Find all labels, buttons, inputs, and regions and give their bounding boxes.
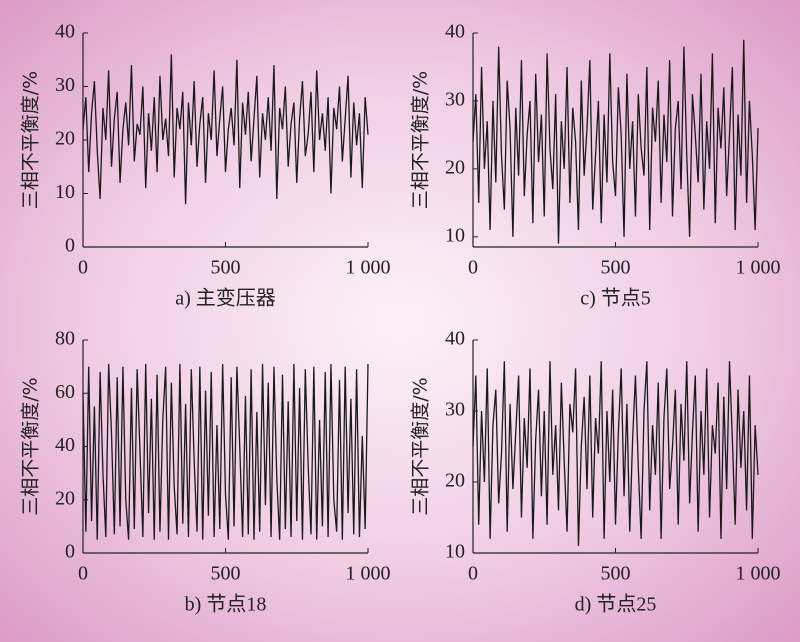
- x-tick-label: 500: [211, 563, 241, 585]
- x-tick-label: 0: [468, 257, 478, 279]
- x-tick-label: 500: [601, 563, 631, 585]
- y-axis-label: 三相不平衡度/%: [20, 71, 42, 209]
- y-tick-label: 40: [445, 21, 465, 43]
- y-tick-label: 10: [55, 181, 75, 203]
- y-tick-label: 20: [445, 156, 465, 178]
- x-tick-label: 1 000: [736, 563, 781, 585]
- panel-caption: a) 主变压器: [175, 287, 276, 310]
- y-tick-label: 80: [55, 328, 75, 350]
- data-line: [472, 361, 759, 546]
- y-tick-label: 20: [445, 470, 465, 492]
- x-tick-label: 500: [601, 257, 631, 279]
- y-tick-label: 0: [65, 235, 75, 257]
- y-tick-label: 20: [55, 487, 75, 509]
- panel-caption: c) 节点5: [580, 287, 651, 310]
- y-tick-label: 10: [445, 541, 465, 563]
- y-tick-label: 40: [55, 434, 75, 456]
- y-tick-label: 40: [445, 328, 465, 350]
- y-tick-label: 40: [55, 21, 75, 43]
- x-tick-label: 0: [78, 563, 88, 585]
- x-tick-label: 1 000: [346, 563, 391, 585]
- y-axis-label: 三相不平衡度/%: [410, 377, 432, 515]
- x-tick-label: 1 000: [346, 257, 391, 279]
- data-line: [472, 39, 759, 244]
- y-tick-label: 60: [55, 381, 75, 403]
- y-axis-label: 三相不平衡度/%: [410, 71, 432, 209]
- x-tick-label: 0: [468, 563, 478, 585]
- x-tick-label: 0: [78, 257, 88, 279]
- y-tick-label: 20: [55, 128, 75, 150]
- y-tick-label: 0: [65, 541, 75, 563]
- y-tick-label: 10: [445, 224, 465, 246]
- y-tick-label: 30: [55, 74, 75, 96]
- x-tick-label: 1 000: [736, 257, 781, 279]
- y-tick-label: 30: [445, 399, 465, 421]
- data-line: [82, 54, 369, 205]
- x-tick-label: 500: [211, 257, 241, 279]
- panel-caption: b) 节点18: [185, 593, 267, 616]
- data-line: [82, 363, 369, 540]
- y-tick-label: 30: [445, 89, 465, 111]
- y-axis-label: 三相不平衡度/%: [20, 377, 42, 515]
- panel-caption: d) 节点25: [575, 593, 657, 616]
